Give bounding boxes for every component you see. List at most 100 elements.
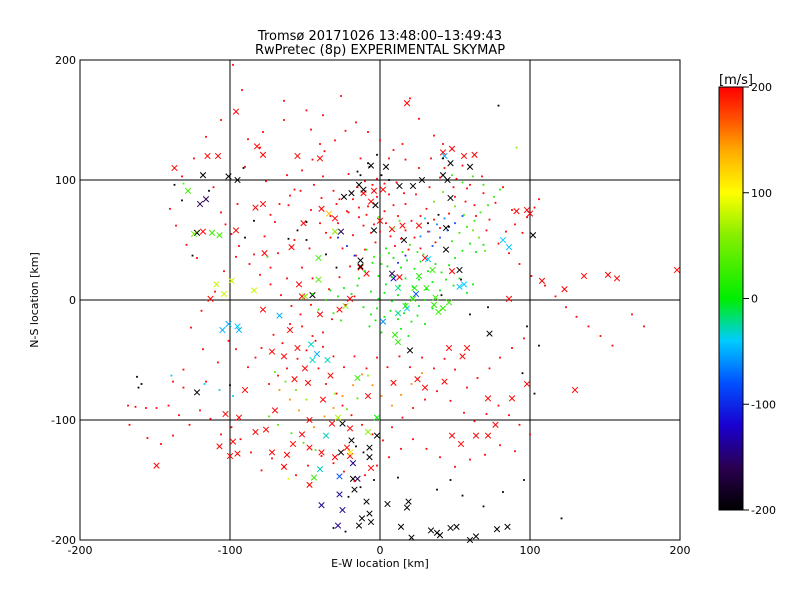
data-point-dot: [337, 295, 339, 298]
data-point-x: [463, 344, 471, 352]
data-point-dot: [329, 289, 332, 292]
data-point-dot: [404, 277, 407, 280]
data-point-dot: [329, 215, 332, 217]
data-point-x: [457, 440, 465, 448]
data-point-x: [448, 268, 456, 275]
data-point-dot: [383, 182, 386, 185]
data-point-dot: [400, 327, 402, 330]
data-point-x: [334, 522, 342, 529]
data-point-dot: [278, 203, 281, 205]
data-point-x: [199, 228, 207, 235]
data-point-dot: [575, 315, 578, 318]
data-point-x: [460, 152, 468, 160]
data-point-dot: [386, 265, 389, 268]
data-point-dot: [391, 404, 393, 407]
data-point-x: [370, 187, 378, 194]
data-point-dot: [305, 239, 308, 241]
data-point-dot: [296, 357, 299, 360]
data-point-x: [196, 200, 204, 208]
data-point-x: [259, 200, 267, 208]
data-point-dot: [220, 433, 222, 436]
data-point-x: [307, 341, 315, 348]
data-point-x: [301, 293, 309, 300]
data-point-x: [337, 449, 345, 456]
data-point-dot: [499, 188, 501, 191]
data-point-dot: [224, 223, 227, 226]
data-point-dot: [332, 355, 335, 358]
data-point-dot: [322, 114, 324, 117]
grid-lines: [80, 60, 680, 540]
data-point-dot: [497, 404, 500, 407]
data-point-x: [228, 277, 235, 284]
data-point-x: [529, 232, 537, 239]
data-point-dot: [289, 323, 291, 325]
data-point-dot: [301, 266, 303, 269]
data-point-dot: [205, 380, 207, 383]
data-point-x: [280, 353, 288, 360]
data-point-dot: [196, 257, 198, 259]
data-point-dot: [335, 392, 338, 395]
data-point-dot: [488, 218, 491, 221]
data-point-x: [331, 228, 339, 235]
data-point-x: [435, 308, 442, 316]
data-point-dot: [410, 320, 413, 323]
data-point-dot: [401, 416, 404, 419]
x-tick-label: 200: [670, 544, 691, 557]
data-point-dot: [272, 333, 275, 336]
data-point-x: [364, 428, 372, 436]
data-point-dot: [401, 143, 404, 145]
data-point-dot: [466, 187, 468, 190]
data-point-dot: [544, 284, 546, 287]
data-point-x: [471, 151, 478, 158]
data-point-dot: [443, 217, 446, 220]
data-point-dot: [332, 407, 335, 409]
data-point-dot: [391, 426, 393, 429]
data-point-x: [400, 236, 408, 244]
data-point-dot: [220, 119, 222, 121]
data-point-dot: [397, 215, 399, 217]
colorbar-ticks: -200 -100 0 100 200: [743, 81, 776, 517]
data-point-dot: [358, 206, 360, 209]
data-point-dot: [406, 259, 408, 262]
data-point-dot: [241, 89, 243, 91]
data-point-dot: [311, 335, 314, 337]
data-point-dot: [364, 474, 366, 477]
data-point-x: [316, 311, 324, 318]
data-point-dot: [448, 225, 450, 228]
data-point-dot: [346, 408, 348, 411]
data-point-dot: [469, 313, 471, 316]
data-point-dot: [416, 251, 419, 253]
data-point-x: [294, 344, 301, 352]
data-point-x: [199, 172, 207, 179]
data-point-dot: [418, 117, 420, 120]
data-point-dot: [391, 300, 393, 303]
data-point-x: [409, 182, 417, 190]
data-point-dot: [488, 367, 491, 370]
data-point-dot: [227, 339, 230, 342]
data-point-x: [301, 365, 309, 372]
x-axis-label: E-W location [km]: [331, 557, 429, 570]
data-point-dot: [359, 157, 362, 160]
data-point-dot: [389, 309, 392, 312]
data-point-x: [456, 283, 463, 290]
data-point-dot: [392, 204, 395, 207]
data-point-dot: [376, 307, 378, 310]
data-point-dot: [464, 200, 467, 203]
data-point-dot: [337, 222, 339, 225]
data-point-dot: [287, 204, 290, 207]
data-point-dot: [353, 254, 356, 257]
data-point-dot: [538, 198, 540, 201]
data-point-dot: [394, 245, 396, 247]
data-point-dot: [533, 392, 536, 395]
data-point-x: [304, 379, 312, 386]
data-point-dot: [230, 426, 233, 429]
data-point-dot: [377, 216, 380, 219]
data-point-dot: [358, 277, 360, 280]
data-point-dot: [208, 189, 210, 192]
data-point-dot: [469, 458, 471, 461]
data-point-dot: [356, 170, 359, 173]
data-point-dot: [322, 331, 324, 334]
data-point-dot: [340, 319, 342, 322]
data-point-x: [315, 276, 322, 283]
data-point-dot: [374, 241, 377, 244]
